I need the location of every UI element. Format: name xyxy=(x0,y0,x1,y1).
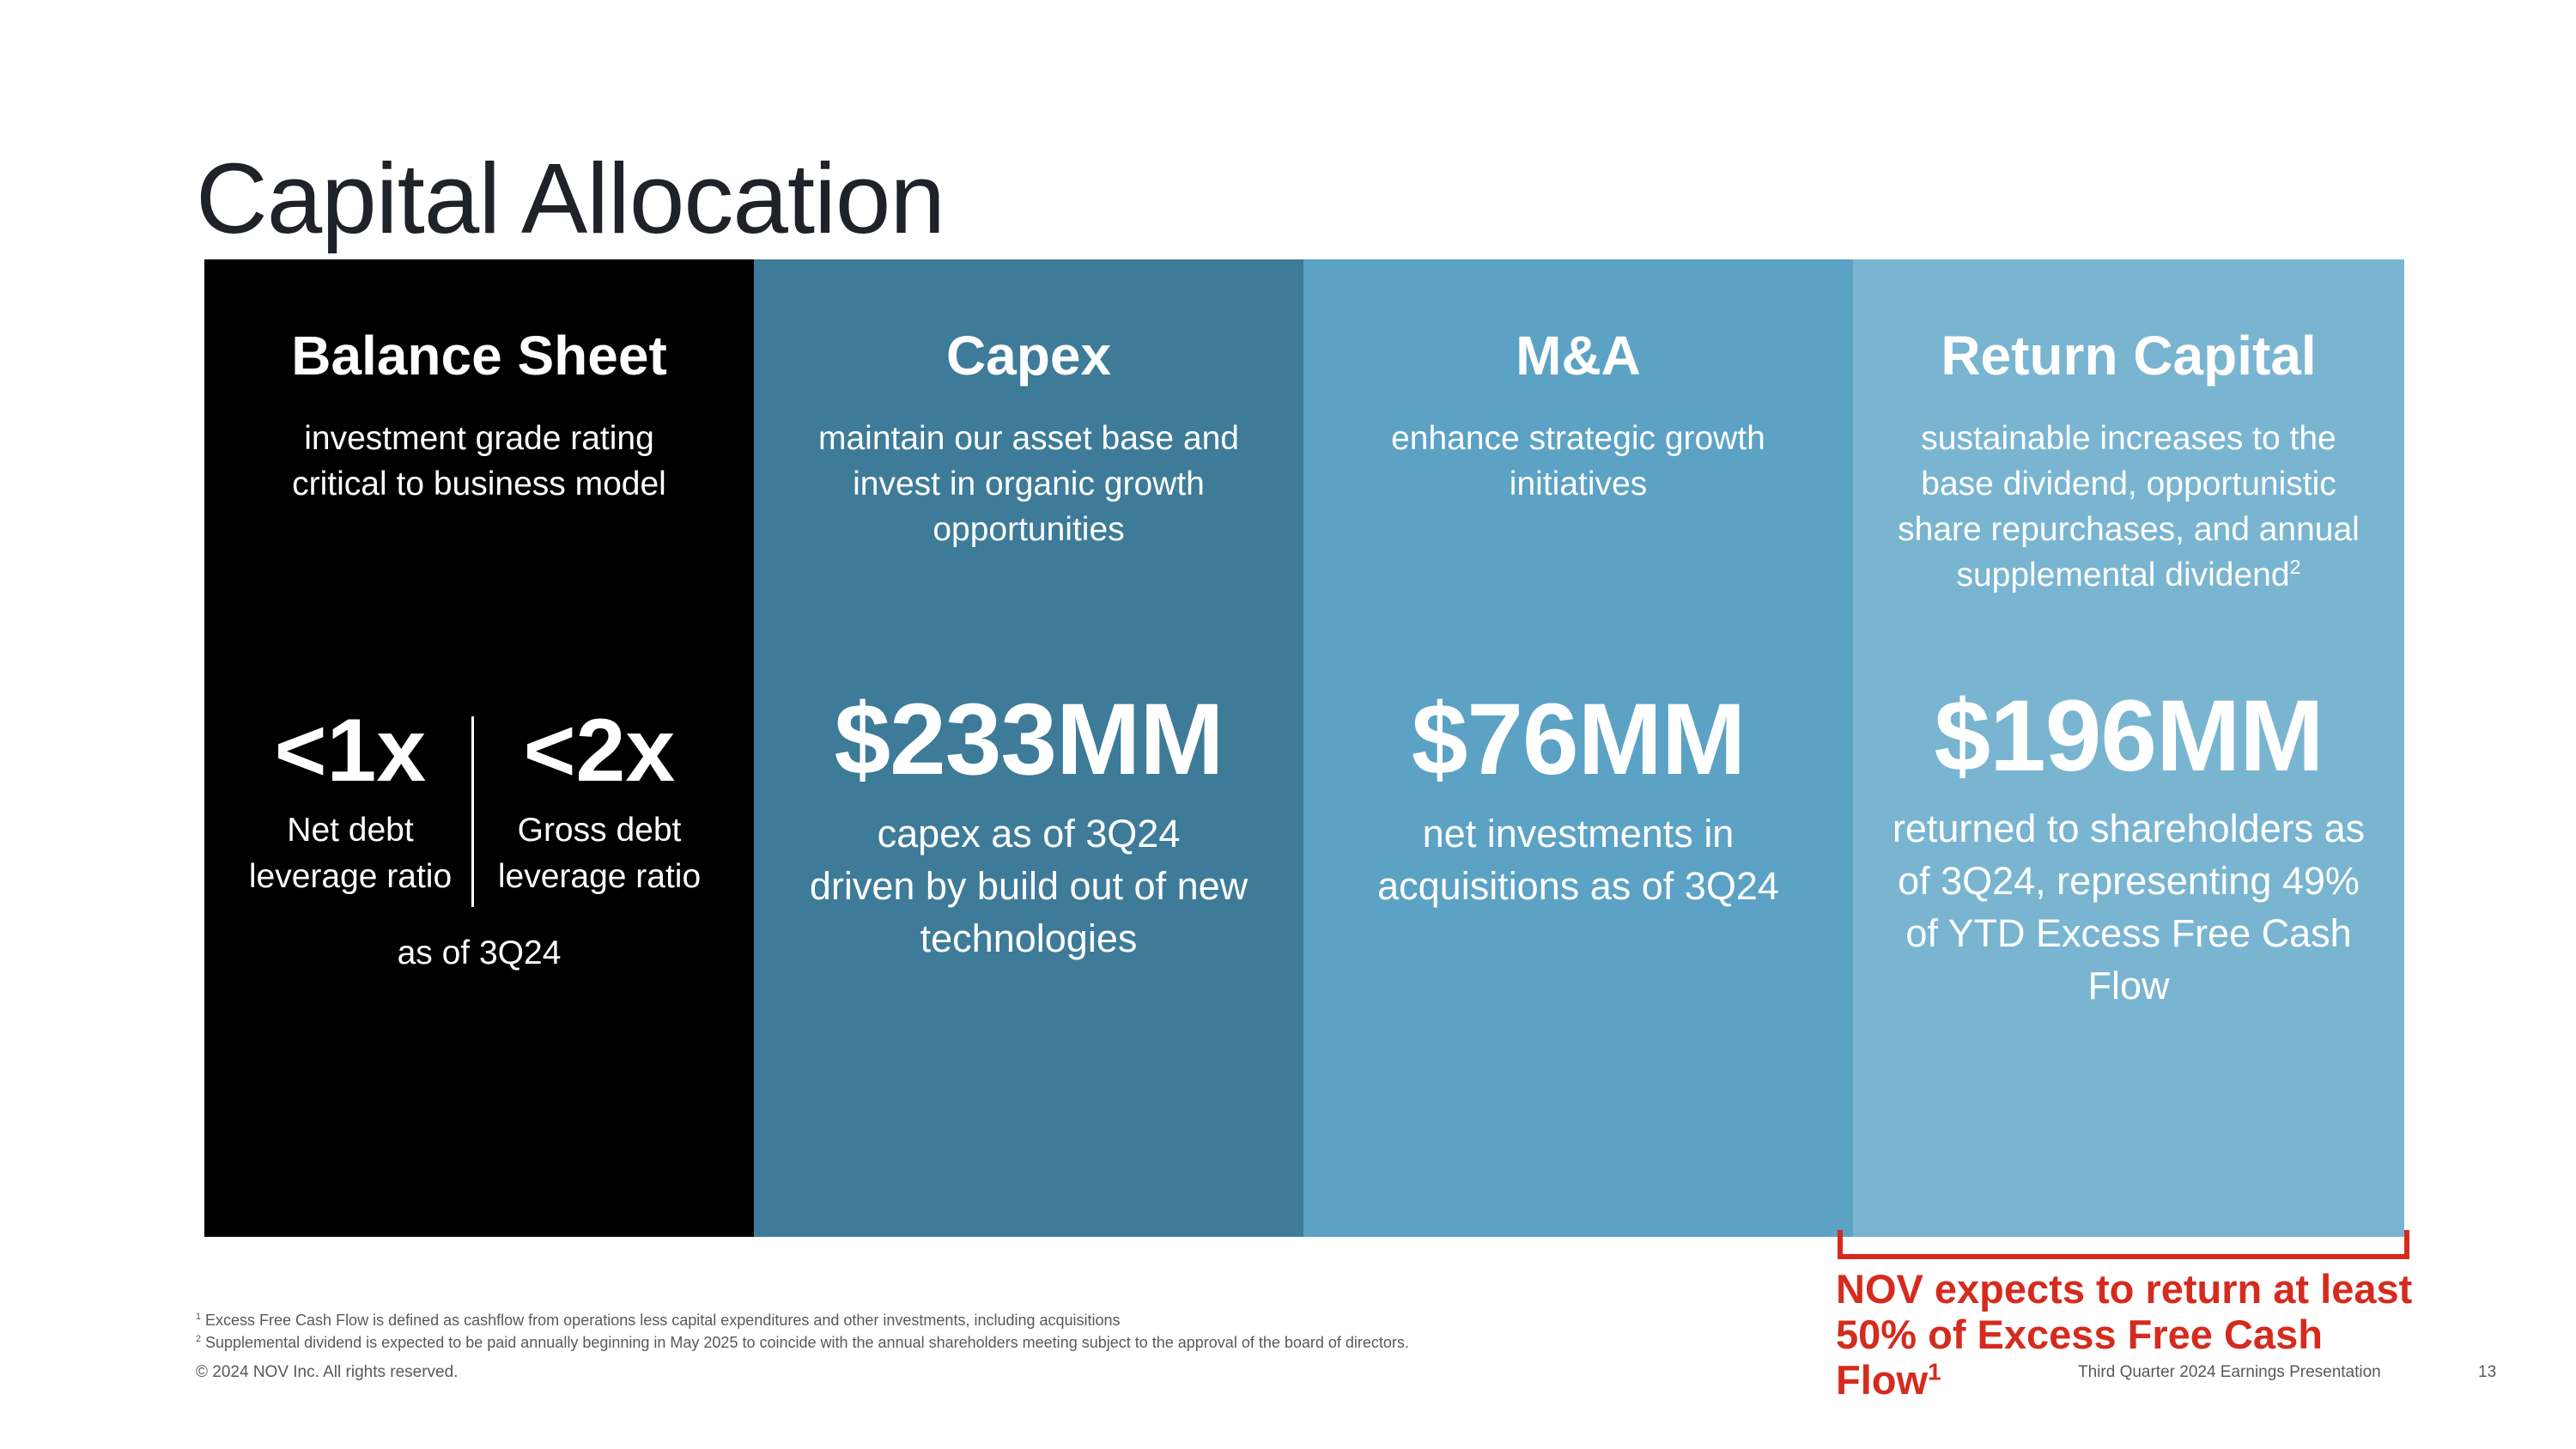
capex-amount: $233MM xyxy=(834,683,1224,796)
panel-heading: M&A xyxy=(1516,325,1641,387)
net-debt-value: <1x xyxy=(274,701,427,801)
net-debt-label: Net debt leverage ratio xyxy=(248,812,453,895)
panel-heading: Return Capital xyxy=(1941,325,2317,387)
net-debt-metric: <1x Net debt leverage ratio xyxy=(222,706,479,900)
as-of-label: as of 3Q24 xyxy=(397,935,562,971)
capex-description: capex as of 3Q24 driven by build out of … xyxy=(809,812,1249,960)
panel-subtitle: enhance strategic growth initiatives xyxy=(1391,420,1765,502)
gross-debt-label: Gross debt leverage ratio xyxy=(497,812,702,895)
footnote-marker: 1 xyxy=(1928,1357,1941,1385)
panel-ma: M&A enhance strategic growth initiatives… xyxy=(1303,259,1853,1237)
metric-divider xyxy=(471,716,474,907)
return-capital-amount: $196MM xyxy=(1934,679,2324,793)
footnote: 1 Excess Free Cash Flow is defined as ca… xyxy=(196,1312,1121,1329)
panel-return-capital: Return Capital sustainable increases to … xyxy=(1853,259,2404,1237)
ma-amount: $76MM xyxy=(1411,683,1746,796)
panel-heading: Capex xyxy=(945,325,1112,387)
footnote-marker: 2 xyxy=(2289,556,2301,578)
panel-subtitle: maintain our asset base and invest in or… xyxy=(818,420,1239,548)
panel-balance-sheet: Balance Sheet investment grade rating cr… xyxy=(204,259,754,1237)
footnote: 2 Supplemental dividend is expected to b… xyxy=(196,1334,1409,1351)
gross-debt-value: <2x xyxy=(523,701,676,801)
copyright: © 2024 NOV Inc. All rights reserved. xyxy=(196,1363,459,1381)
page-number: 13 xyxy=(2478,1363,2497,1381)
panel-subtitle: investment grade rating critical to busi… xyxy=(292,420,666,502)
callout-bracket xyxy=(1838,1230,2409,1259)
ma-description: net investments in acquisitions as of 3Q… xyxy=(1377,812,1779,908)
page-title: Capital Allocation xyxy=(196,143,945,254)
gross-debt-metric: <2x Gross debt leverage ratio xyxy=(471,706,728,900)
presentation-title: Third Quarter 2024 Earnings Presentation xyxy=(2078,1363,2381,1381)
panel-heading: Balance Sheet xyxy=(291,325,667,387)
panel-subtitle: sustainable increases to the base divide… xyxy=(1898,420,2360,594)
panel-capex: Capex maintain our asset base and invest… xyxy=(754,259,1303,1237)
return-capital-description: returned to shareholders as of 3Q24, rep… xyxy=(1892,807,2366,1008)
return-target-callout: NOV expects to return at least 50% of Ex… xyxy=(1836,1266,2413,1403)
